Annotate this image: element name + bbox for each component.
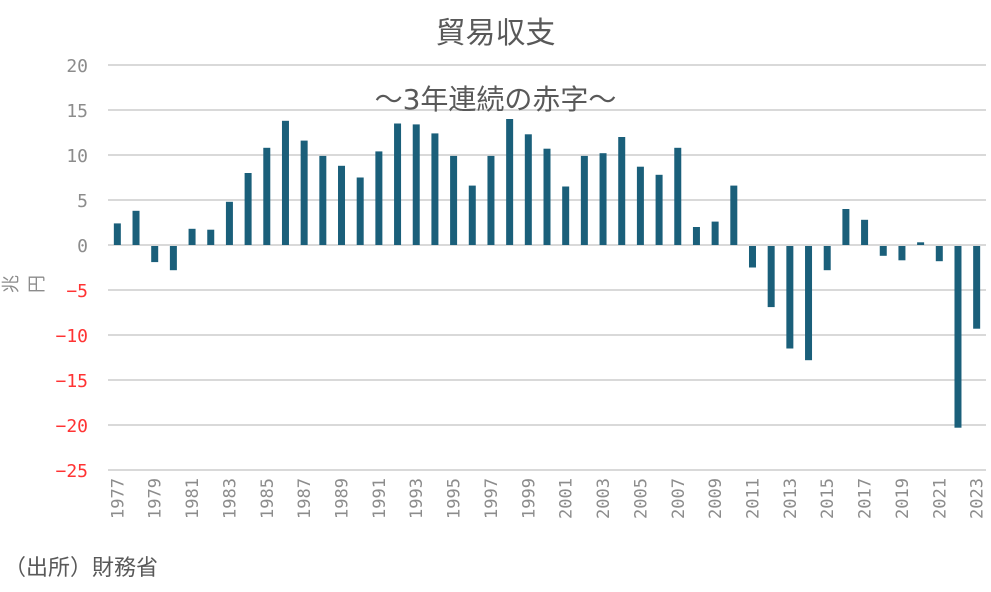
chart-title: 貿易収支 — [435, 16, 556, 51]
bar — [618, 137, 626, 245]
bar — [319, 155, 327, 245]
x-tick-label: 1979 — [146, 478, 166, 519]
bar — [188, 228, 196, 245]
bar — [935, 246, 943, 262]
bar — [543, 148, 551, 245]
x-tick-label: 1993 — [407, 478, 427, 519]
x-tick-label: 1987 — [295, 478, 315, 519]
bar — [973, 246, 981, 329]
bar — [468, 185, 476, 245]
y-tick-label: −20 — [55, 416, 88, 437]
bar — [692, 227, 700, 245]
x-tick-label: 2001 — [557, 478, 577, 519]
x-tick-label: 2017 — [856, 478, 876, 519]
bar — [506, 119, 514, 245]
bar — [431, 133, 439, 245]
bar — [805, 246, 813, 361]
bar — [281, 120, 289, 245]
bar — [898, 246, 906, 261]
bar — [636, 166, 644, 245]
bar — [861, 219, 869, 245]
x-tick-label: 1981 — [183, 478, 203, 519]
bar — [263, 147, 271, 245]
bar — [748, 246, 756, 268]
x-tick-label: 2003 — [594, 478, 614, 519]
y-tick-label: −25 — [55, 461, 88, 482]
bar — [562, 186, 570, 245]
x-tick-label: 2019 — [893, 478, 913, 519]
source-note: （出所）財務省 — [4, 556, 159, 581]
x-tick-label: 1991 — [370, 478, 390, 519]
bar — [879, 246, 887, 256]
bar — [338, 165, 346, 245]
bar — [375, 151, 383, 245]
x-tick-label: 1983 — [220, 478, 240, 519]
bar — [487, 155, 495, 245]
x-tick-label: 1999 — [519, 478, 539, 519]
x-tick-label: 2009 — [706, 478, 726, 519]
bar — [169, 246, 177, 271]
bar — [356, 177, 364, 245]
bar — [225, 201, 233, 245]
x-tick-label: 2015 — [818, 478, 838, 519]
y-tick-label: 5 — [77, 191, 88, 212]
bar — [954, 246, 962, 428]
y-tick-label: 0 — [77, 236, 88, 257]
x-tick-label: 1985 — [258, 478, 278, 519]
bar — [394, 123, 402, 245]
bar — [244, 173, 252, 245]
bar — [786, 246, 794, 349]
y-tick-label: 10 — [66, 146, 88, 167]
x-tick-label: 1989 — [333, 478, 353, 519]
x-tick-label: 2011 — [743, 478, 763, 519]
bar — [300, 140, 308, 245]
y-axis-label: 兆円 — [1, 275, 48, 293]
bar — [132, 210, 140, 245]
bar — [655, 174, 663, 245]
y-tick-label: 15 — [66, 101, 88, 122]
x-tick-label: 2005 — [631, 478, 651, 519]
bar — [599, 153, 607, 245]
x-tick-label: 2023 — [968, 478, 988, 519]
bar — [524, 134, 532, 245]
bar — [674, 147, 682, 245]
y-tick-label: −5 — [66, 281, 88, 302]
bar — [151, 246, 159, 263]
y-tick-label: 20 — [66, 56, 88, 77]
bar — [412, 124, 420, 245]
y-tick-label: −10 — [55, 326, 88, 347]
bar — [842, 209, 850, 245]
bar — [917, 242, 925, 245]
bar — [113, 223, 121, 245]
bar — [711, 221, 719, 245]
bar — [730, 185, 738, 245]
bar — [580, 155, 588, 245]
bar — [767, 246, 775, 308]
x-tick-label: 2021 — [930, 478, 950, 519]
x-tick-label: 2007 — [669, 478, 689, 519]
chart-subtitle: ～3年連続の赤字～ — [374, 83, 617, 116]
x-tick-label: 1995 — [445, 478, 465, 519]
x-tick-label: 1977 — [108, 478, 128, 519]
bar — [823, 246, 831, 271]
x-tick-label: 2013 — [781, 478, 801, 519]
bar — [450, 155, 458, 245]
y-tick-label: −15 — [55, 371, 88, 392]
bar — [207, 229, 215, 245]
x-tick-label: 1997 — [482, 478, 502, 519]
